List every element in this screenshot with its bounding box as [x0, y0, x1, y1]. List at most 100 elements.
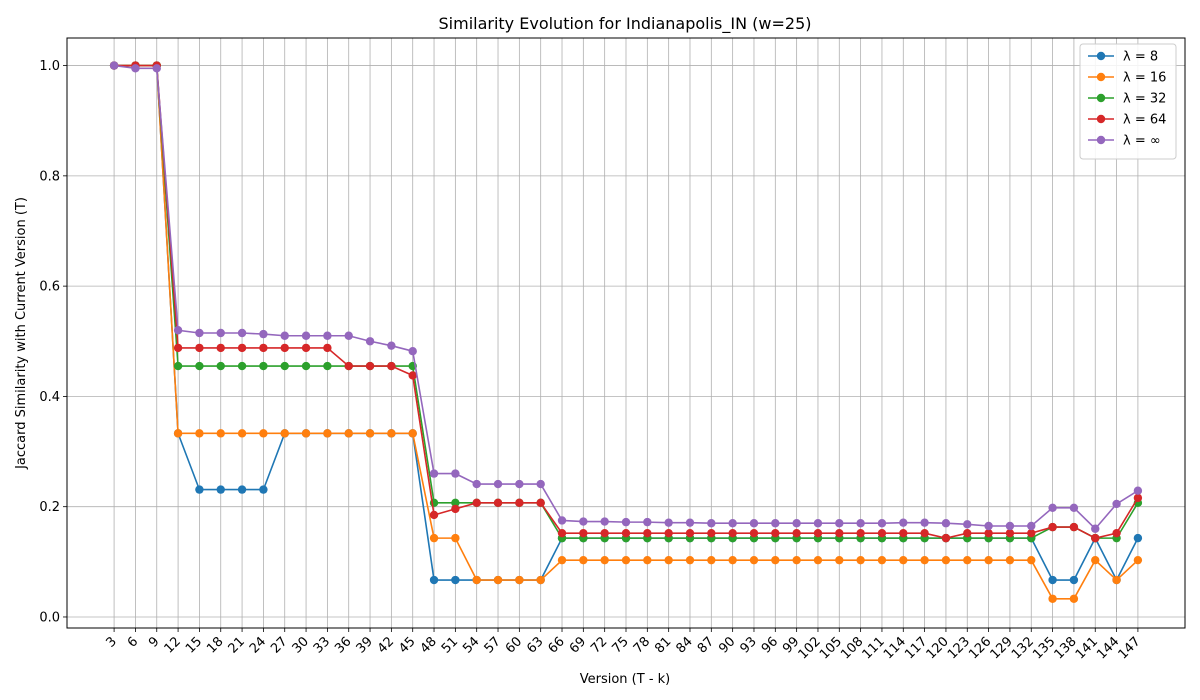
data-point	[1133, 533, 1143, 543]
x-tick-label: 12	[162, 634, 184, 656]
data-point	[813, 528, 823, 538]
y-tick-label: 0.4	[39, 390, 60, 405]
data-point	[1112, 575, 1121, 585]
data-point	[621, 528, 631, 538]
data-point	[1048, 575, 1057, 585]
data-point	[920, 518, 929, 527]
series-4	[109, 61, 1143, 543]
data-point	[1048, 522, 1057, 532]
x-tick-label: 24	[247, 634, 269, 656]
data-point	[835, 519, 844, 528]
data-point	[237, 429, 247, 438]
data-point	[259, 329, 268, 339]
x-tick-label: 48	[418, 634, 440, 656]
x-tick-label: 147	[1116, 634, 1144, 662]
legend-label: λ = 32	[1123, 92, 1166, 107]
data-point	[707, 519, 716, 528]
data-point	[1069, 522, 1079, 532]
data-point	[643, 528, 652, 538]
data-point	[835, 555, 844, 565]
data-point	[1048, 503, 1057, 512]
data-point	[237, 343, 247, 353]
series-group	[109, 61, 1143, 603]
data-point	[216, 361, 225, 371]
data-point	[941, 533, 951, 543]
data-point	[451, 533, 460, 543]
data-point	[728, 528, 737, 538]
data-point	[877, 519, 887, 528]
data-point	[899, 555, 908, 565]
data-point	[323, 361, 332, 371]
x-tick-label: 33	[311, 634, 333, 656]
data-point	[280, 331, 289, 340]
axis-ticks: 3 6 9 12 15 18 21 24 27 30 33 36 39 42 45 48 51 54 57 60 63 6…	[39, 59, 1143, 662]
data-point	[643, 555, 652, 565]
data-point	[1133, 493, 1143, 503]
data-point	[365, 429, 375, 438]
data-point	[259, 485, 268, 494]
data-point	[963, 555, 972, 565]
data-point	[451, 575, 460, 585]
legend-label: λ = ∞	[1123, 134, 1161, 149]
chart-title: Similarity Evolution for Indianapolis_IN…	[439, 14, 812, 34]
data-point	[1133, 486, 1143, 495]
data-point	[813, 555, 823, 565]
data-point	[579, 528, 588, 538]
data-point	[771, 528, 780, 538]
y-tick-label: 0.8	[39, 169, 60, 184]
y-tick-label: 0.6	[39, 280, 60, 295]
legend-marker	[1096, 51, 1106, 61]
x-tick-label: 45	[396, 634, 418, 656]
data-point	[1005, 555, 1015, 565]
data-point	[216, 429, 225, 438]
legend-marker	[1096, 93, 1106, 103]
data-point	[109, 61, 119, 70]
data-point	[877, 555, 887, 565]
x-tick-label: 27	[268, 634, 290, 656]
data-point	[280, 361, 289, 371]
data-point	[152, 64, 161, 73]
x-tick-label: 21	[226, 634, 248, 656]
data-point	[749, 519, 759, 528]
x-axis-label: Version (T - k)	[580, 672, 671, 687]
data-point	[515, 479, 524, 489]
data-point	[301, 331, 311, 340]
data-point	[856, 528, 865, 538]
data-point	[941, 555, 951, 565]
data-point	[237, 485, 247, 494]
data-point	[771, 519, 780, 528]
data-point	[515, 498, 524, 508]
data-point	[195, 361, 204, 371]
data-point	[429, 469, 439, 478]
data-point	[195, 328, 204, 338]
x-tick-label: 42	[375, 634, 397, 656]
data-point	[600, 555, 609, 565]
x-tick-label: 78	[631, 634, 653, 656]
data-point	[408, 429, 417, 438]
data-point	[685, 528, 695, 538]
x-tick-label: 3	[103, 634, 119, 650]
data-point	[173, 343, 183, 353]
x-tick-label: 30	[290, 634, 312, 656]
x-tick-label: 63	[524, 634, 546, 656]
data-point	[365, 337, 375, 346]
data-point	[621, 517, 631, 527]
x-tick-label: 57	[482, 634, 504, 656]
data-point	[237, 361, 247, 371]
data-point	[536, 479, 545, 489]
y-tick-label: 0.2	[39, 500, 60, 515]
data-point	[984, 528, 993, 538]
data-point	[323, 343, 332, 353]
data-point	[1027, 528, 1036, 538]
data-point	[429, 533, 439, 543]
x-tick-label: 75	[610, 634, 632, 656]
data-point	[920, 528, 929, 538]
data-point	[1005, 521, 1015, 531]
data-point	[195, 343, 204, 353]
data-point	[1112, 528, 1121, 538]
data-point	[1069, 594, 1079, 603]
data-point	[813, 519, 823, 528]
legend-label: λ = 64	[1123, 113, 1166, 128]
data-point	[984, 555, 993, 565]
